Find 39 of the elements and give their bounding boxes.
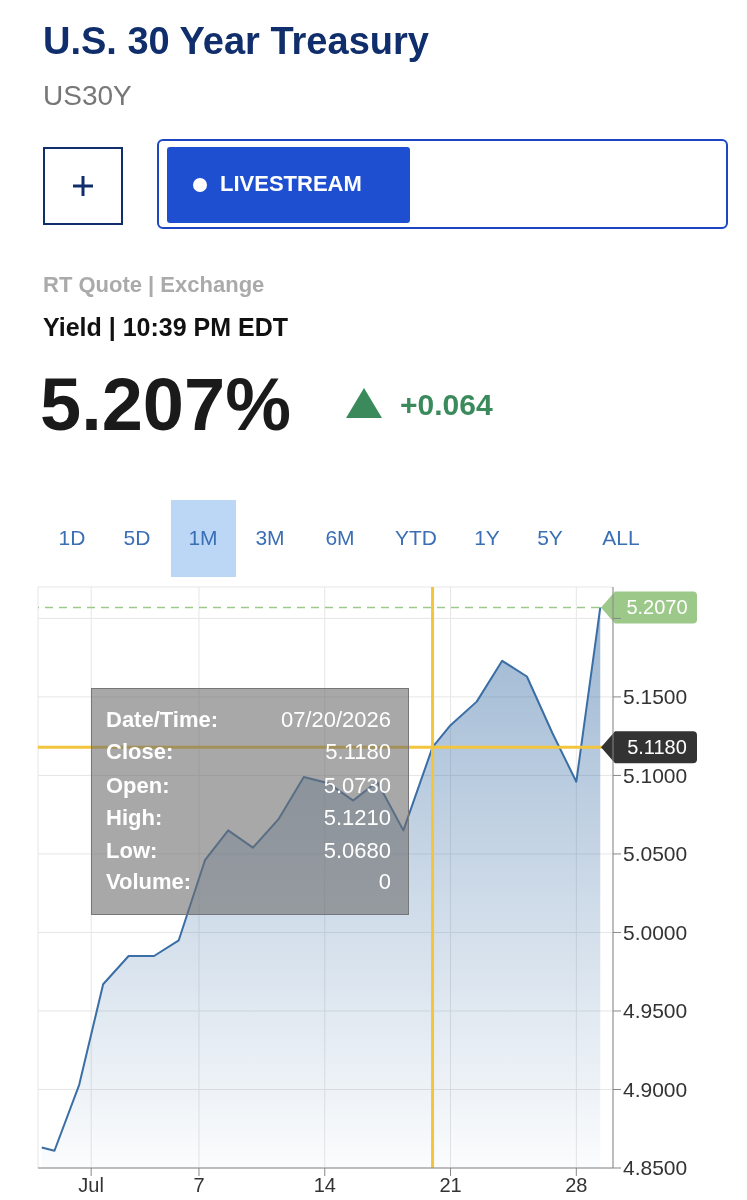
text: 5Y [536,526,564,550]
ref-line-label: 5.1180 [627,736,687,759]
ref-line-label: 5.2070 [626,596,688,619]
text: 1Y [473,526,501,550]
x-tick-label: 21 [439,1174,462,1197]
text: ALL [601,526,641,550]
annotation: Open: [106,773,170,799]
annotation: 0 [377,869,391,895]
annotation: 5.1210 [322,805,391,831]
text: +0.064 [400,388,493,422]
text: 6M [324,526,356,550]
y-tick-label: 4.8500 [623,1156,688,1180]
y-tick-label: 5.1500 [623,685,688,709]
text: LIVESTREAM [220,171,362,197]
annotation: 07/20/2026 [280,707,391,732]
text: 1M [187,526,219,550]
annotation: High: [106,805,163,831]
y-tick-label: 4.9500 [623,999,688,1023]
text: 1D [57,526,87,550]
text: RT Quote | Exchange [43,272,265,298]
y-tick-label: 4.9000 [623,1077,688,1101]
chart-subtitle: US30Y [43,80,132,112]
text: 5D [122,526,152,550]
text: 5.207% [40,362,291,447]
annotation: 5.0680 [322,838,391,864]
x-tick-label: 7 [193,1174,205,1197]
text: 3M [254,526,286,550]
annotation: Low: [106,838,158,864]
x-tick-label: 14 [313,1174,336,1197]
annotation: Date/Time: [106,707,219,733]
y-tick-label: 5.0000 [623,920,688,944]
x-tick-label: Jul [78,1174,104,1197]
text: Yield | 10:39 PM EDT [43,313,289,342]
annotation: Volume: [106,869,192,895]
y-tick-label: 5.0500 [623,842,688,866]
x-tick-label: 28 [565,1174,588,1197]
text: YTD [394,526,438,550]
y-tick-label: 5.1000 [623,763,688,787]
chart-title: U.S. 30 Year Treasury [43,20,429,63]
